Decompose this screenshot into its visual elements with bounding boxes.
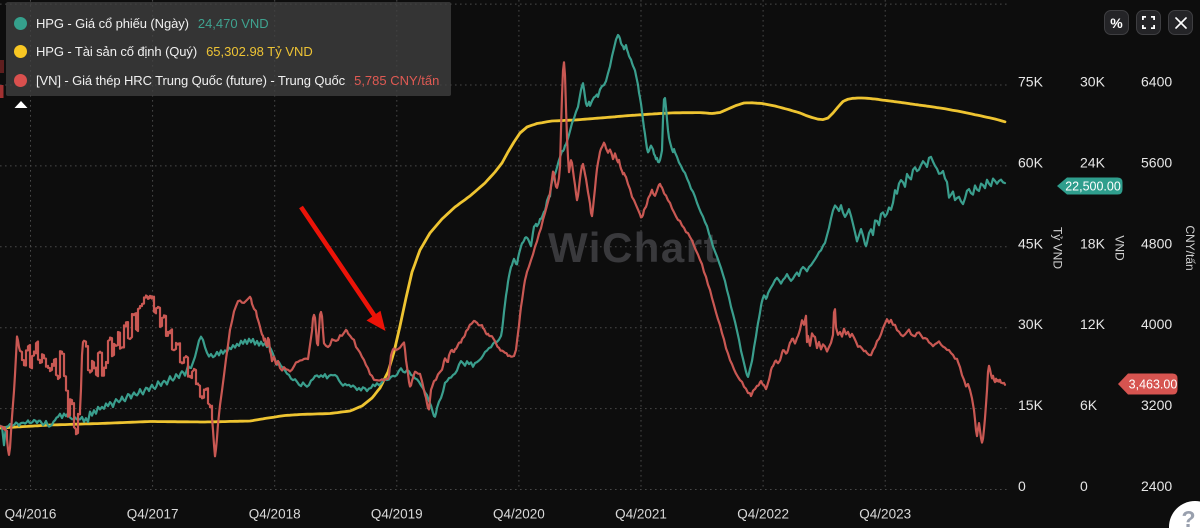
- svg-text:Q4/2023: Q4/2023: [859, 507, 911, 522]
- svg-text:Tỷ VND: Tỷ VND: [1051, 227, 1065, 269]
- svg-text:VND: VND: [1113, 235, 1127, 261]
- svg-text:22,500.00: 22,500.00: [1065, 180, 1121, 194]
- svg-text:0: 0: [1080, 478, 1088, 494]
- svg-text:30K: 30K: [1080, 74, 1106, 90]
- svg-text:12K: 12K: [1080, 316, 1106, 332]
- svg-text:18K: 18K: [1080, 235, 1106, 251]
- svg-text:6K: 6K: [1080, 397, 1098, 413]
- svg-text:Q4/2020: Q4/2020: [493, 507, 545, 522]
- svg-text:Q4/2018: Q4/2018: [249, 507, 301, 522]
- svg-text:Q4/2019: Q4/2019: [371, 507, 423, 522]
- svg-text:Q4/2021: Q4/2021: [615, 507, 667, 522]
- svg-text:15K: 15K: [1018, 397, 1044, 413]
- svg-text:Q4/2017: Q4/2017: [127, 507, 179, 522]
- svg-text:3200: 3200: [1141, 397, 1172, 413]
- svg-text:Q4/2022: Q4/2022: [737, 507, 789, 522]
- svg-text:?: ?: [1181, 506, 1195, 528]
- svg-text:24K: 24K: [1080, 154, 1106, 170]
- svg-text:4800: 4800: [1141, 235, 1172, 251]
- svg-text:WiChart: WiChart: [548, 224, 719, 271]
- svg-text:3,463.00: 3,463.00: [1129, 378, 1178, 392]
- svg-text:4000: 4000: [1141, 316, 1172, 332]
- svg-text:0: 0: [1018, 478, 1026, 494]
- svg-text:45K: 45K: [1018, 235, 1044, 251]
- svg-text:30K: 30K: [1018, 316, 1044, 332]
- svg-text:5600: 5600: [1141, 154, 1172, 170]
- svg-text:2400: 2400: [1141, 478, 1172, 494]
- svg-text:Q4/2016: Q4/2016: [5, 507, 57, 522]
- svg-text:75K: 75K: [1018, 74, 1044, 90]
- svg-text:6400: 6400: [1141, 74, 1172, 90]
- svg-text:60K: 60K: [1018, 154, 1044, 170]
- svg-text:CNY/tấn: CNY/tấn: [1183, 225, 1197, 270]
